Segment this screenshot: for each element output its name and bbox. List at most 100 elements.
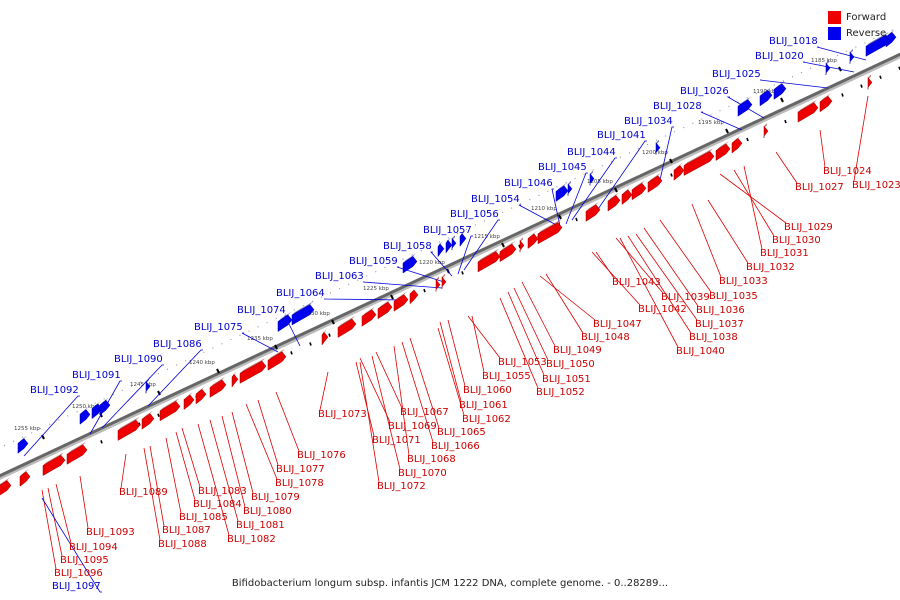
gene-label: BLIJ_1035 <box>709 291 758 302</box>
forward-gene <box>537 219 563 245</box>
gene-shade <box>632 180 645 190</box>
leader-line <box>643 227 699 307</box>
reverse-gene <box>555 182 569 202</box>
tick-mark <box>725 128 729 134</box>
gene-label: BLIJ_1051 <box>542 374 591 385</box>
leader-line <box>23 395 80 457</box>
forward-gene <box>715 140 731 161</box>
gene-label: BLIJ_1077 <box>276 464 325 475</box>
axis-tick <box>328 333 331 337</box>
forward-gene <box>267 348 287 371</box>
gene-label: BLIJ_1065 <box>437 427 486 438</box>
leader-line <box>197 423 230 536</box>
reverse-gene <box>291 301 315 326</box>
leader-line <box>409 337 440 429</box>
forward-label: BLIJ_1071 <box>372 435 421 446</box>
axis-tick <box>746 137 749 142</box>
gene-body <box>195 388 207 405</box>
leader-line <box>396 266 445 283</box>
legend-reverse: Reverse <box>828 25 888 41</box>
gene-shade <box>92 400 101 409</box>
gene-shade <box>184 391 193 400</box>
gene-shade <box>798 99 817 113</box>
reverse-label: BLIJ_1086 <box>153 339 202 350</box>
leader-line <box>257 399 279 466</box>
tick-label: 1205 kbp <box>587 179 613 185</box>
gene-body <box>441 276 447 289</box>
gene-label: BLIJ_1096 <box>54 568 103 579</box>
forward-gene <box>607 192 621 212</box>
forward-label: BLIJ_1036 <box>696 305 745 316</box>
gene-body <box>159 401 181 422</box>
gene-label: BLIJ_1060 <box>463 385 512 396</box>
reverse-label: BLIJ_1075 <box>194 322 243 333</box>
axis-tick <box>670 173 673 177</box>
gene-label: BLIJ_1057 <box>423 225 472 236</box>
forward-label: BLIJ_1068 <box>407 454 456 465</box>
gene-label: BLIJ_1081 <box>236 520 285 531</box>
leader-line <box>319 371 329 411</box>
gene-shade <box>764 123 767 129</box>
forward-label: BLIJ_1060 <box>463 385 512 396</box>
gene-shade <box>656 139 659 145</box>
leader-line <box>707 199 749 264</box>
axis-tick <box>784 119 787 124</box>
forward-gene <box>477 248 501 273</box>
leader-line <box>467 315 501 359</box>
forward-label: BLIJ_1055 <box>482 371 531 382</box>
tick-10: 1235 kbp <box>247 336 278 350</box>
forward-gene <box>19 468 31 487</box>
axis-tick <box>290 351 293 355</box>
forward-label: BLIJ_1035 <box>709 291 758 302</box>
leader-line <box>471 315 485 373</box>
forward-label: BLIJ_1032 <box>746 262 795 273</box>
gene-label: BLIJ_1028 <box>653 101 702 112</box>
tick-11: 1240 kbp <box>189 360 220 374</box>
leader-line <box>55 483 72 544</box>
forward-gene <box>321 329 329 346</box>
leader-line <box>89 380 122 435</box>
gene-shade <box>452 235 455 241</box>
gene-label: BLIJ_1018 <box>769 36 818 47</box>
forward-label: BLIJ_1037 <box>695 319 744 330</box>
leader-line <box>393 345 410 456</box>
leader-line <box>165 437 182 514</box>
forward-label: BLIJ_1084 <box>193 499 242 510</box>
gene-shade <box>478 248 499 262</box>
tick-12: 1245 kbp <box>130 382 161 396</box>
forward-gene <box>797 99 819 123</box>
reverse-gene <box>655 139 661 155</box>
tick-mark <box>669 158 673 164</box>
tick-mark <box>614 187 618 193</box>
reverse-label: BLIJ_1054 <box>471 194 520 205</box>
leader-line <box>231 411 254 494</box>
forward-gene <box>527 230 539 249</box>
gene-body <box>885 31 897 48</box>
axis-tick <box>860 84 863 88</box>
gene-shade <box>590 170 593 176</box>
gene-body <box>673 165 685 181</box>
gene-shade <box>20 468 29 477</box>
reverse-gene <box>145 378 151 394</box>
gene-shade <box>608 192 619 202</box>
gene-label: BLIJ_1095 <box>60 555 109 566</box>
forward-label: BLIJ_1077 <box>276 464 325 475</box>
reverse-gene <box>459 230 467 248</box>
gene-label: BLIJ_1047 <box>593 319 642 330</box>
gene-shade <box>67 441 86 455</box>
tick-label: 1185 kbp <box>811 58 837 64</box>
leader-line <box>719 173 787 224</box>
gene-label: BLIJ_1048 <box>581 332 630 343</box>
forward-label: BLIJ_1031 <box>760 248 809 259</box>
forward-label: BLIJ_1048 <box>581 332 630 343</box>
gene-shade <box>820 93 831 102</box>
leader-line <box>733 169 775 237</box>
leader-line <box>743 165 763 250</box>
forward-label: BLIJ_1024 <box>823 166 872 177</box>
tick-mark <box>780 97 784 103</box>
gene-shade <box>622 186 631 195</box>
reverse-gene <box>589 170 595 186</box>
gene-label: BLIJ_1037 <box>695 319 744 330</box>
gene-shade <box>528 230 537 239</box>
gene-shade <box>378 299 391 309</box>
